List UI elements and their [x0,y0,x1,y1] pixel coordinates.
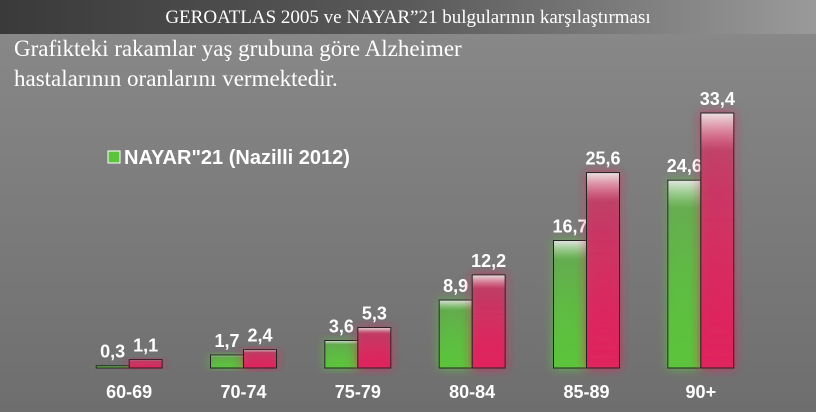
bar [586,172,620,369]
bar [243,349,277,369]
bar [357,327,392,369]
bar [210,354,244,369]
legend-swatch [107,150,121,164]
data-label: 33,4 [700,89,735,109]
legend: NAYAR"21 (Nazilli 2012) [107,147,350,169]
x-tick-label: 60-69 [106,382,152,402]
x-tick-label: 80-84 [449,382,495,402]
bar [438,299,473,369]
data-label: 5,3 [362,304,387,324]
bar [128,359,163,369]
data-label: 1,7 [214,331,239,351]
x-tick-label: 90+ [686,382,717,402]
x-tick-label: 70-74 [220,382,266,402]
subtitle: hastalarının oranlarını vermektedir. [14,66,338,91]
bar [471,274,506,369]
chart-title: GEROATLAS 2005 ve NAYAR”21 bulgularının … [165,7,650,28]
bar [553,240,587,369]
legend-label: NAYAR"21 (Nazilli 2012) [124,147,350,169]
title-band [0,0,816,34]
bar [667,179,702,369]
data-label: 3,6 [329,317,354,337]
data-label: 8,9 [443,276,468,296]
data-label: 2,4 [247,326,272,346]
data-label: 25,6 [585,149,620,169]
data-label: 16,7 [552,217,587,237]
x-tick-label: 75-79 [335,382,381,402]
data-label: 12,2 [471,251,506,271]
data-label: 0,3 [100,342,125,362]
x-tick-label: 85-89 [563,382,609,402]
data-label: 24,6 [667,156,702,176]
bar [95,365,130,369]
data-label: 1,1 [133,336,158,356]
bar [700,112,735,369]
bar [324,340,359,369]
subtitle: Grafikteki rakamlar yaş grubuna göre Alz… [14,36,462,61]
